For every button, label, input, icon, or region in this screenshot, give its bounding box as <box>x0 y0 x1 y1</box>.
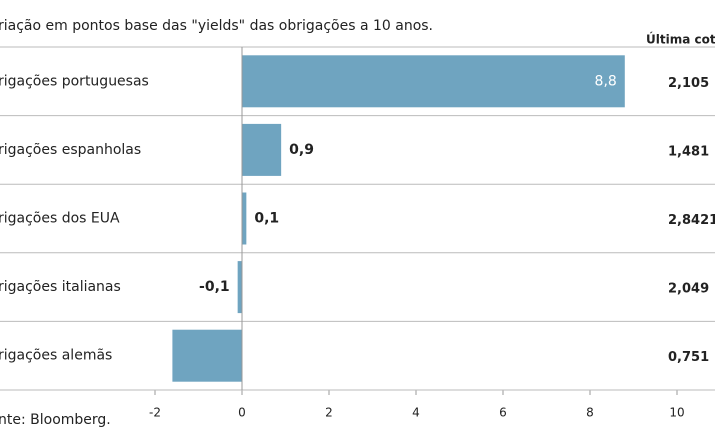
x-tick-label: 4 <box>412 406 420 420</box>
x-tick-label: 8 <box>586 406 594 420</box>
value-label: 8,8 <box>595 73 617 89</box>
column-value: 2,105 <box>668 76 709 91</box>
x-tick-label: 0 <box>238 406 246 420</box>
chart-title: riação em pontos base das "yields" das o… <box>0 18 433 34</box>
value-label: 0,9 <box>289 142 314 158</box>
category-label: rigações portuguesas <box>0 73 149 89</box>
column-header: Última cotaç <box>646 32 715 47</box>
x-tick-label: -2 <box>149 406 161 420</box>
category-label: rigações alemãs <box>0 348 112 364</box>
bar <box>237 261 242 314</box>
category-label: rigações italianas <box>0 279 121 295</box>
bar <box>242 55 625 108</box>
value-label: -1,6 <box>137 348 164 364</box>
column-value: 2,049 <box>668 282 709 297</box>
x-tick-label: 10 <box>669 406 684 420</box>
x-tick-label: 2 <box>325 406 333 420</box>
x-tick-label: 6 <box>499 406 507 420</box>
category-label: rigações dos EUA <box>0 211 120 227</box>
bar <box>242 192 247 245</box>
bar <box>242 123 282 176</box>
source: nte: Bloomberg. <box>0 412 111 428</box>
column-value: 2,8421 <box>668 213 715 228</box>
column-value: 0,751 <box>668 350 709 365</box>
category-label: rigações espanholas <box>0 142 141 158</box>
column-value: 1,481 <box>668 144 709 159</box>
value-label: 0,1 <box>254 211 279 227</box>
bar <box>172 329 242 382</box>
value-label: -0,1 <box>199 279 230 295</box>
